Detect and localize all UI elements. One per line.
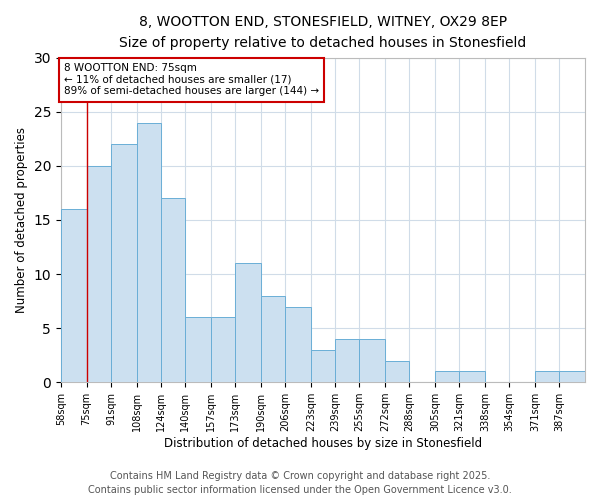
X-axis label: Distribution of detached houses by size in Stonesfield: Distribution of detached houses by size … <box>164 437 482 450</box>
Bar <box>559 372 585 382</box>
Bar <box>86 166 111 382</box>
Y-axis label: Number of detached properties: Number of detached properties <box>15 127 28 313</box>
Bar <box>235 263 261 382</box>
Text: Contains HM Land Registry data © Crown copyright and database right 2025.
Contai: Contains HM Land Registry data © Crown c… <box>88 471 512 495</box>
Bar <box>359 339 385 382</box>
Bar <box>137 122 161 382</box>
Bar <box>161 198 185 382</box>
Bar <box>435 372 459 382</box>
Bar <box>111 144 137 382</box>
Text: 8 WOOTTON END: 75sqm
← 11% of detached houses are smaller (17)
89% of semi-detac: 8 WOOTTON END: 75sqm ← 11% of detached h… <box>64 63 319 96</box>
Bar <box>211 318 235 382</box>
Bar <box>335 339 359 382</box>
Bar <box>385 360 409 382</box>
Bar <box>185 318 211 382</box>
Bar <box>61 209 86 382</box>
Title: 8, WOOTTON END, STONESFIELD, WITNEY, OX29 8EP
Size of property relative to detac: 8, WOOTTON END, STONESFIELD, WITNEY, OX2… <box>119 15 527 50</box>
Bar <box>459 372 485 382</box>
Bar <box>535 372 559 382</box>
Bar <box>261 296 285 382</box>
Bar <box>311 350 335 382</box>
Bar <box>285 306 311 382</box>
